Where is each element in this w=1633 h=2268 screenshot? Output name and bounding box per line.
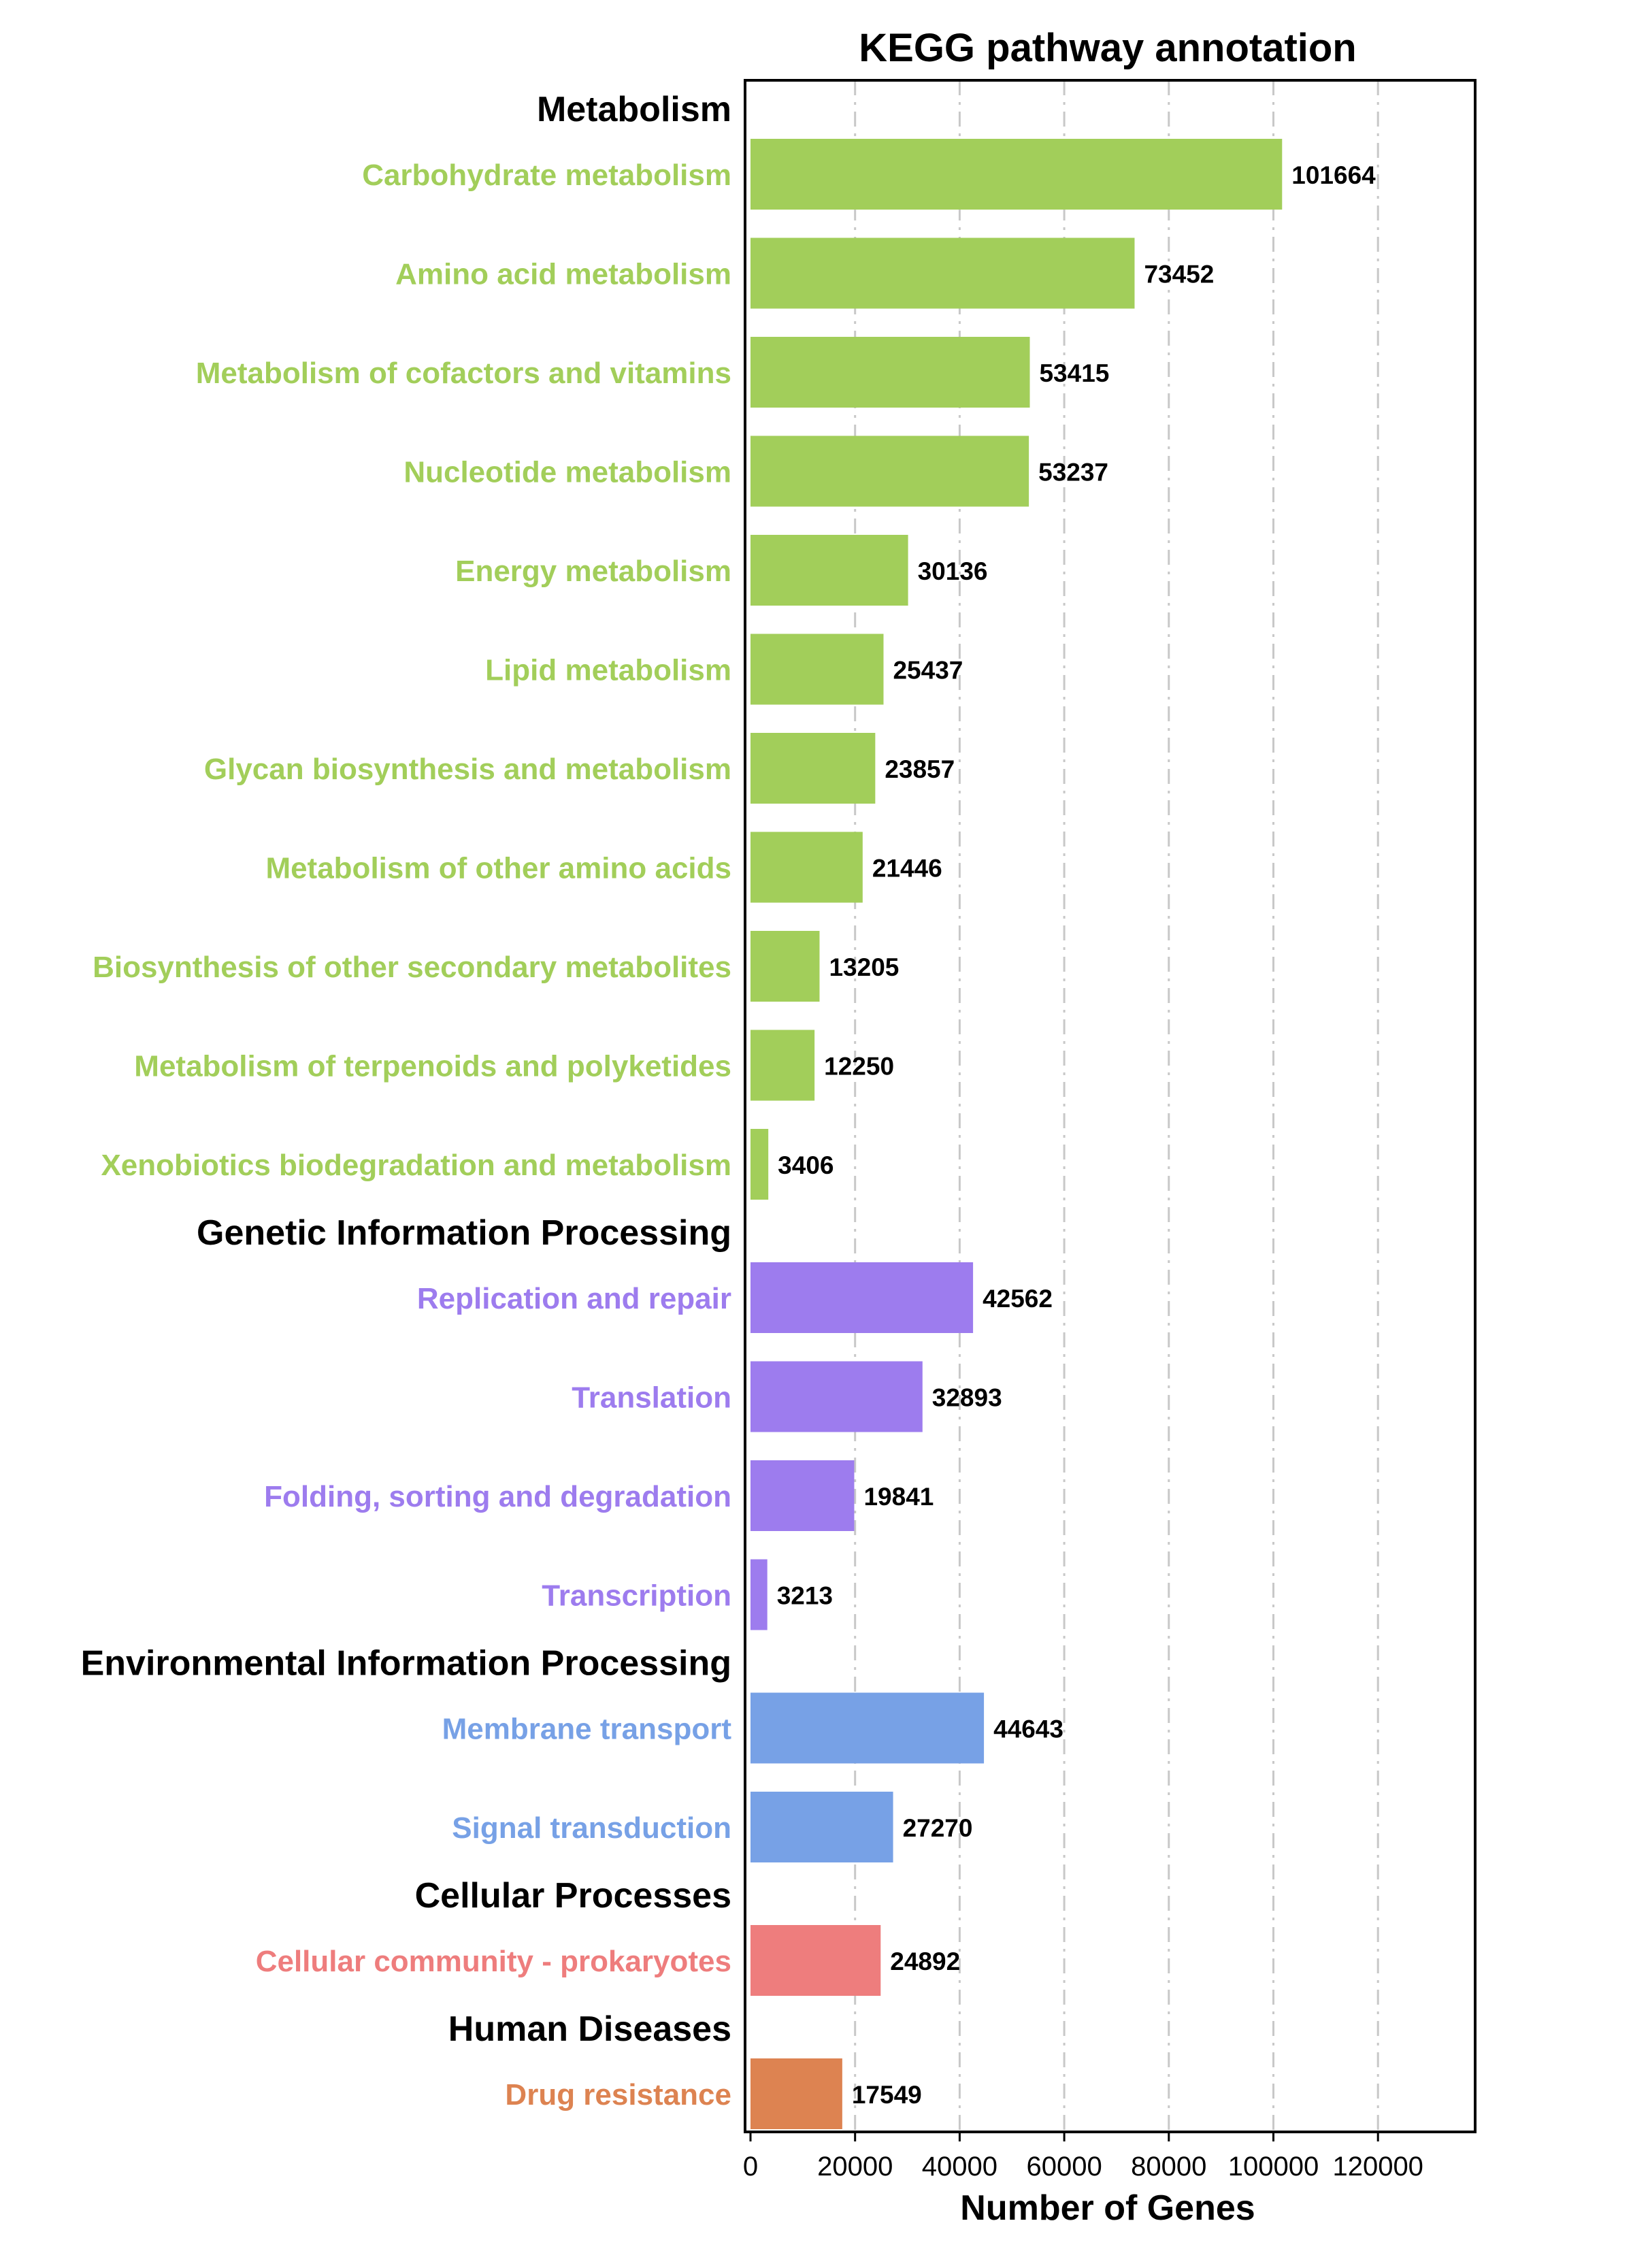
category-label: Translation	[572, 1381, 731, 1415]
x-tick-label: 100000	[1228, 2152, 1319, 2182]
bar	[750, 535, 908, 606]
bar-value-label: 30136	[918, 557, 988, 585]
x-tick-label: 120000	[1332, 2152, 1423, 2182]
bar-value-label: 24892	[890, 1947, 960, 1975]
category-label: Amino acid metabolism	[395, 258, 731, 291]
category-label: Cellular community - prokaryotes	[256, 1945, 731, 1978]
x-tick-label: 40000	[922, 2152, 997, 2182]
bar-value-label: 25437	[893, 657, 963, 685]
category-label: Metabolism of cofactors and vitamins	[196, 357, 731, 390]
category-label: Metabolism of terpenoids and polyketides	[134, 1050, 731, 1083]
bar-value-label: 42562	[983, 1285, 1053, 1313]
bar-value-label: 27270	[903, 1814, 973, 1842]
category-label: Folding, sorting and degradation	[264, 1480, 731, 1513]
x-axis: 0 20000 40000 60000 80000 100000 120000	[743, 2132, 1423, 2182]
category-label: Membrane transport	[442, 1713, 732, 1746]
bar	[750, 931, 820, 1002]
bar	[750, 1030, 815, 1101]
category-label: Xenobiotics biodegradation and metabolis…	[101, 1149, 731, 1182]
category-label: Transcription	[542, 1579, 731, 1613]
category-label: Energy metabolism	[455, 555, 731, 588]
bar-value-label: 44643	[993, 1715, 1063, 1743]
category-label: Metabolism of other amino acids	[265, 852, 731, 885]
x-tick-label: 80000	[1131, 2152, 1206, 2182]
bar	[750, 237, 1135, 309]
bar	[750, 733, 876, 804]
group-header: Metabolism	[537, 90, 731, 129]
group-header: Genetic Information Processing	[197, 1213, 731, 1253]
group-header: Environmental Information Processing	[81, 1644, 731, 1683]
bar	[750, 139, 1283, 210]
bar	[750, 1129, 769, 1200]
bar-value-label: 32893	[932, 1384, 1002, 1412]
bar-value-label: 12250	[824, 1053, 894, 1081]
bar	[750, 1262, 974, 1333]
bar	[750, 1559, 768, 1630]
plot-frame	[744, 79, 1477, 2133]
bar	[750, 1692, 985, 1764]
x-tick-label: 60000	[1026, 2152, 1102, 2182]
bar	[750, 2058, 842, 2129]
bar-value-label: 3213	[777, 1582, 833, 1610]
bar	[750, 1460, 855, 1531]
category-label: Biosynthesis of other secondary metaboli…	[93, 951, 731, 984]
bar-value-label: 23857	[885, 755, 955, 783]
chart-title: KEGG pathway annotation	[859, 26, 1357, 70]
category-labels: Metabolism Carbohydrate metabolism Amino a…	[81, 90, 732, 2111]
bar-value-label: 17549	[852, 2081, 922, 2109]
bar	[750, 337, 1030, 408]
bar-value-label: 53415	[1039, 359, 1109, 387]
bar-value-label: 101664	[1291, 161, 1376, 189]
category-label: Carbohydrate metabolism	[362, 159, 731, 192]
category-label: Replication and repair	[417, 1282, 731, 1315]
bar-value-label: 21446	[872, 855, 942, 883]
bar-value-label: 73452	[1144, 261, 1214, 289]
bar-value-label: 19841	[863, 1483, 934, 1511]
bar-value-label: 13205	[829, 953, 899, 981]
bar	[750, 832, 863, 903]
category-label: Drug resistance	[505, 2078, 731, 2111]
category-label: Lipid metabolism	[485, 654, 731, 687]
category-label: Nucleotide metabolism	[403, 456, 731, 489]
grid-lines	[854, 80, 1379, 2132]
x-tick-label: 0	[743, 2152, 758, 2182]
bar	[750, 1792, 893, 1862]
category-label: Glycan biosynthesis and metabolism	[204, 753, 731, 786]
x-tick-label: 20000	[817, 2152, 893, 2182]
bar	[750, 435, 1029, 507]
x-axis-label: Number of Genes	[960, 2188, 1255, 2228]
bar	[750, 634, 884, 705]
group-header: Human Diseases	[448, 2009, 731, 2049]
group-header: Cellular Processes	[415, 1876, 731, 1916]
category-label: Signal transduction	[452, 1811, 731, 1845]
bar	[750, 1925, 881, 1996]
bar-value-label: 53237	[1038, 459, 1108, 487]
bars-group: 101664 73452 53415 53237 30136 25437 23857 2144…	[750, 139, 1376, 2129]
bar-value-label: 3406	[778, 1151, 834, 1179]
bar	[750, 1361, 923, 1432]
